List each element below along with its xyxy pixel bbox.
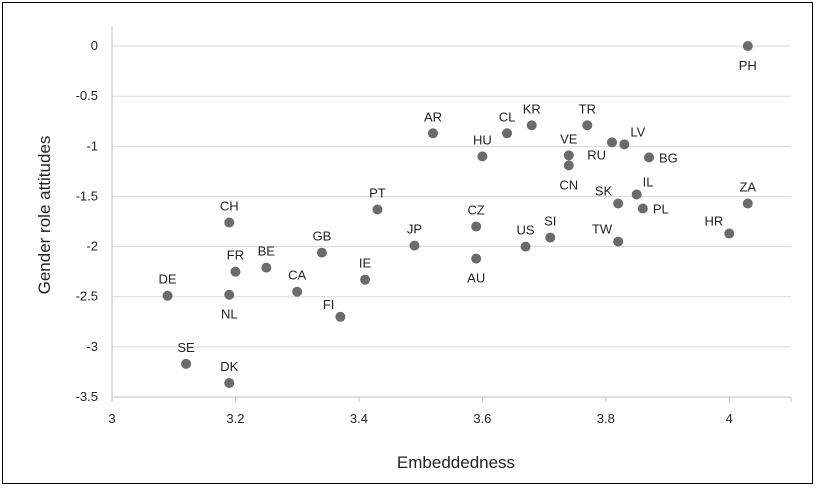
data-point bbox=[606, 137, 617, 148]
y-tick-label: 0 bbox=[91, 38, 98, 53]
data-point bbox=[613, 236, 624, 247]
data-point bbox=[563, 150, 574, 161]
data-point bbox=[742, 198, 753, 209]
data-point bbox=[224, 289, 235, 300]
point-label: KR bbox=[523, 101, 541, 116]
data-point bbox=[724, 228, 735, 239]
data-point bbox=[471, 221, 482, 232]
y-tick-label: -3 bbox=[86, 339, 98, 354]
point-label: CZ bbox=[468, 203, 485, 218]
point-label: CA bbox=[288, 268, 306, 283]
point-label: BE bbox=[258, 244, 276, 259]
x-tick-label: 3 bbox=[108, 411, 115, 426]
point-label: IE bbox=[359, 256, 372, 271]
point-label: HU bbox=[473, 132, 492, 147]
x-tick-label: 3.6 bbox=[473, 411, 491, 426]
data-point bbox=[613, 198, 624, 209]
point-label: FI bbox=[323, 297, 335, 312]
data-point bbox=[526, 120, 537, 131]
point-label: AU bbox=[467, 271, 485, 286]
point-label: PT bbox=[369, 185, 386, 200]
data-point bbox=[582, 120, 593, 131]
data-point bbox=[230, 266, 241, 277]
data-point bbox=[545, 232, 556, 243]
point-label: SK bbox=[595, 183, 613, 198]
x-axis-title: Embeddedness bbox=[397, 453, 515, 472]
data-point bbox=[261, 262, 272, 273]
data-point bbox=[335, 311, 346, 322]
point-label: RU bbox=[587, 147, 606, 162]
tick-labels: 0 -0.5 -1 -1.5 -2 -2.5 -3 -3.5 3 3.2 3.4 3.6 3.8 4 bbox=[76, 38, 733, 426]
y-tick-label: -0.5 bbox=[76, 88, 98, 103]
point-label: DE bbox=[159, 272, 177, 287]
data-point bbox=[631, 189, 642, 200]
y-tick-label: -1.5 bbox=[76, 188, 98, 203]
data-point bbox=[372, 204, 383, 215]
data-point bbox=[471, 253, 482, 264]
point-label: CN bbox=[559, 177, 578, 192]
data-point bbox=[316, 247, 327, 258]
x-tick-label: 4 bbox=[726, 411, 733, 426]
point-label: NL bbox=[221, 307, 238, 322]
data-point bbox=[292, 286, 303, 297]
point-label: LV bbox=[630, 124, 645, 139]
point-label: PL bbox=[653, 201, 669, 216]
data-point bbox=[502, 128, 513, 139]
point-label: CH bbox=[220, 199, 239, 214]
data-point bbox=[477, 151, 488, 162]
point-label: IL bbox=[643, 174, 654, 189]
data-point bbox=[224, 217, 235, 228]
data-point bbox=[162, 290, 173, 301]
y-tick-label: -1 bbox=[86, 138, 98, 153]
data-point bbox=[637, 203, 648, 214]
y-tick-label: -2 bbox=[86, 239, 98, 254]
point-label: DK bbox=[220, 359, 238, 374]
point-label: SE bbox=[177, 340, 195, 355]
y-tick-label: -3.5 bbox=[76, 389, 98, 404]
point-label: BG bbox=[659, 150, 678, 165]
point-label: CL bbox=[499, 109, 516, 124]
data-points bbox=[162, 41, 753, 388]
data-point bbox=[563, 160, 574, 171]
point-label: VE bbox=[560, 131, 578, 146]
point-label: AR bbox=[424, 109, 442, 124]
point-label: US bbox=[517, 223, 535, 238]
y-tick-label: -2.5 bbox=[76, 289, 98, 304]
x-tick-label: 3.4 bbox=[350, 411, 368, 426]
data-point bbox=[360, 274, 371, 285]
x-tick-label: 3.8 bbox=[597, 411, 615, 426]
point-label: GB bbox=[312, 229, 331, 244]
data-point bbox=[742, 41, 753, 52]
point-label: TR bbox=[579, 101, 596, 116]
data-point bbox=[181, 358, 192, 369]
point-labels: PH AR CL KR TR HU VE CN RU LV BG SK IL PL ZA HR TW SI US CZ… bbox=[159, 58, 757, 374]
axes bbox=[111, 26, 792, 402]
data-point bbox=[427, 128, 438, 139]
y-axis-title: Gender role attitudes bbox=[35, 136, 54, 295]
point-label: JP bbox=[407, 222, 422, 237]
point-label: TW bbox=[592, 222, 613, 237]
data-point bbox=[224, 377, 235, 388]
x-tick-label: 3.2 bbox=[226, 411, 244, 426]
grid-lines bbox=[112, 45, 791, 348]
point-label: ZA bbox=[739, 179, 756, 194]
point-label: PH bbox=[739, 58, 757, 73]
data-point bbox=[644, 152, 655, 163]
point-label: SI bbox=[544, 214, 556, 229]
data-point bbox=[520, 241, 531, 252]
point-label: HR bbox=[704, 214, 723, 229]
data-point bbox=[409, 240, 420, 251]
point-label: FR bbox=[227, 248, 244, 263]
data-point bbox=[619, 139, 630, 150]
